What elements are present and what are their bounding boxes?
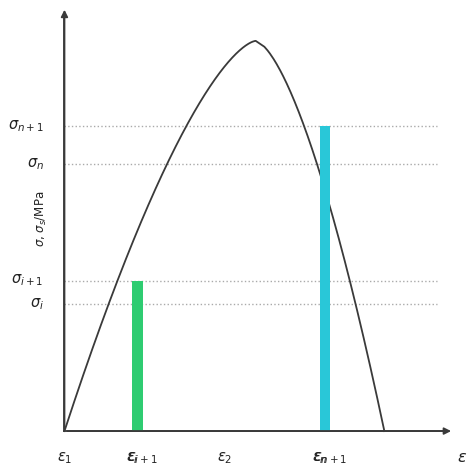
Text: $\varepsilon$: $\varepsilon$ [457, 450, 467, 465]
Text: $\varepsilon_{n+1}$: $\varepsilon_{n+1}$ [313, 450, 348, 466]
Text: $\varepsilon_i$: $\varepsilon_i$ [126, 450, 138, 466]
Text: $\sigma_n$: $\sigma_n$ [27, 156, 44, 172]
Text: $\varepsilon_2$: $\varepsilon_2$ [217, 450, 232, 466]
Text: $\varepsilon_n$: $\varepsilon_n$ [312, 450, 328, 466]
Text: $\sigma_{n+1}$: $\sigma_{n+1}$ [8, 118, 44, 134]
Text: $\sigma$, $\sigma_s$/MPa: $\sigma$, $\sigma_s$/MPa [34, 191, 49, 247]
Text: $\sigma_i$: $\sigma_i$ [29, 296, 44, 312]
Text: $\sigma_{i+1}$: $\sigma_{i+1}$ [11, 273, 44, 288]
Text: $\varepsilon_1$: $\varepsilon_1$ [57, 450, 72, 466]
Bar [132, 281, 143, 431]
Text: $\varepsilon_{i+1}$: $\varepsilon_{i+1}$ [128, 450, 158, 466]
Bar [320, 126, 330, 431]
